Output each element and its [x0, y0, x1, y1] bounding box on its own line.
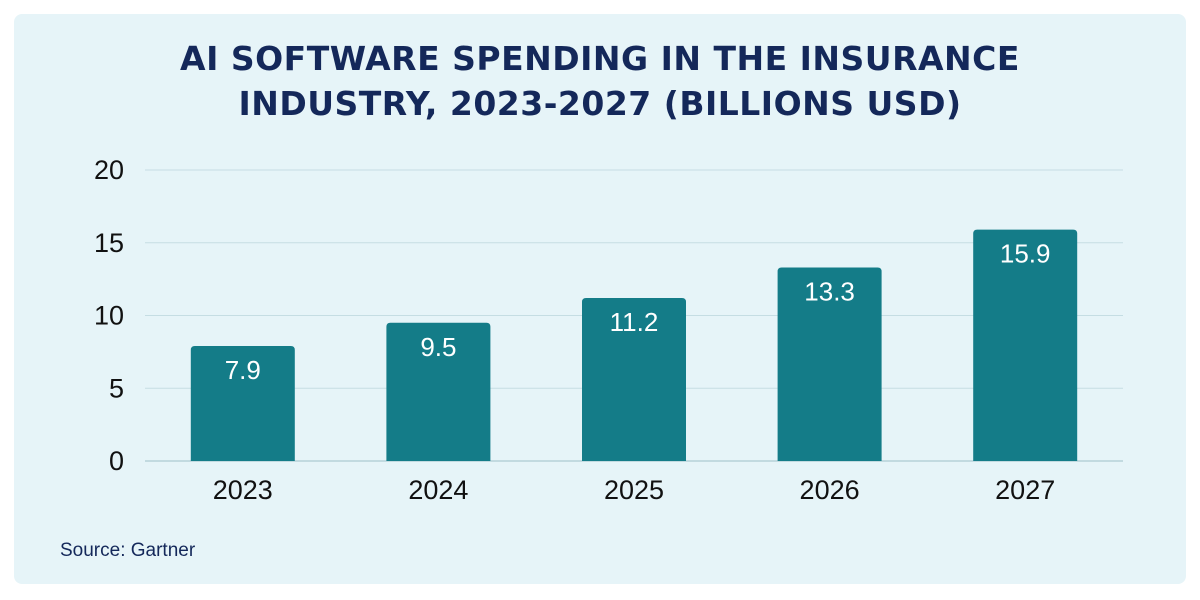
x-category-label: 2023 [213, 475, 273, 505]
bars: 7.9 9.5 11.2 13.3 15.9 [190, 229, 1078, 461]
y-axis-ticks: 0 5 10 15 20 [94, 155, 124, 476]
y-tick-label: 20 [94, 155, 124, 185]
x-category-label: 2024 [408, 475, 468, 505]
y-tick-label: 10 [94, 301, 124, 331]
source-note: Source: Gartner [60, 540, 196, 561]
chart-title-line-2: INDUSTRY, 2023-2027 (BILLIONS USD) [238, 84, 962, 123]
bar-value-label: 11.2 [610, 307, 659, 337]
chart-title-line-1: AI SOFTWARE SPENDING IN THE INSURANCE [180, 39, 1020, 78]
y-tick-label: 15 [94, 228, 124, 258]
chart-title: AI SOFTWARE SPENDING IN THE INSURANCE IN… [0, 36, 1200, 126]
bar-value-label: 13.3 [804, 276, 855, 306]
y-tick-label: 0 [109, 446, 124, 476]
bar-2027 [973, 229, 1078, 461]
bar-2025 [582, 298, 686, 461]
bar-value-label: 15.9 [1000, 239, 1051, 269]
bar-value-label: 9.5 [420, 332, 456, 362]
y-tick-label: 5 [109, 373, 124, 403]
bar-value-label: 7.9 [225, 355, 261, 385]
x-category-label: 2027 [995, 475, 1055, 505]
gridlines [145, 169, 1123, 462]
x-axis-labels: 2023 2024 2025 2026 2027 [213, 475, 1055, 505]
bar-2023 [190, 346, 295, 461]
bar-2024 [386, 322, 491, 461]
bar-2026 [777, 267, 882, 461]
x-category-label: 2025 [604, 475, 664, 505]
x-category-label: 2026 [800, 475, 860, 505]
